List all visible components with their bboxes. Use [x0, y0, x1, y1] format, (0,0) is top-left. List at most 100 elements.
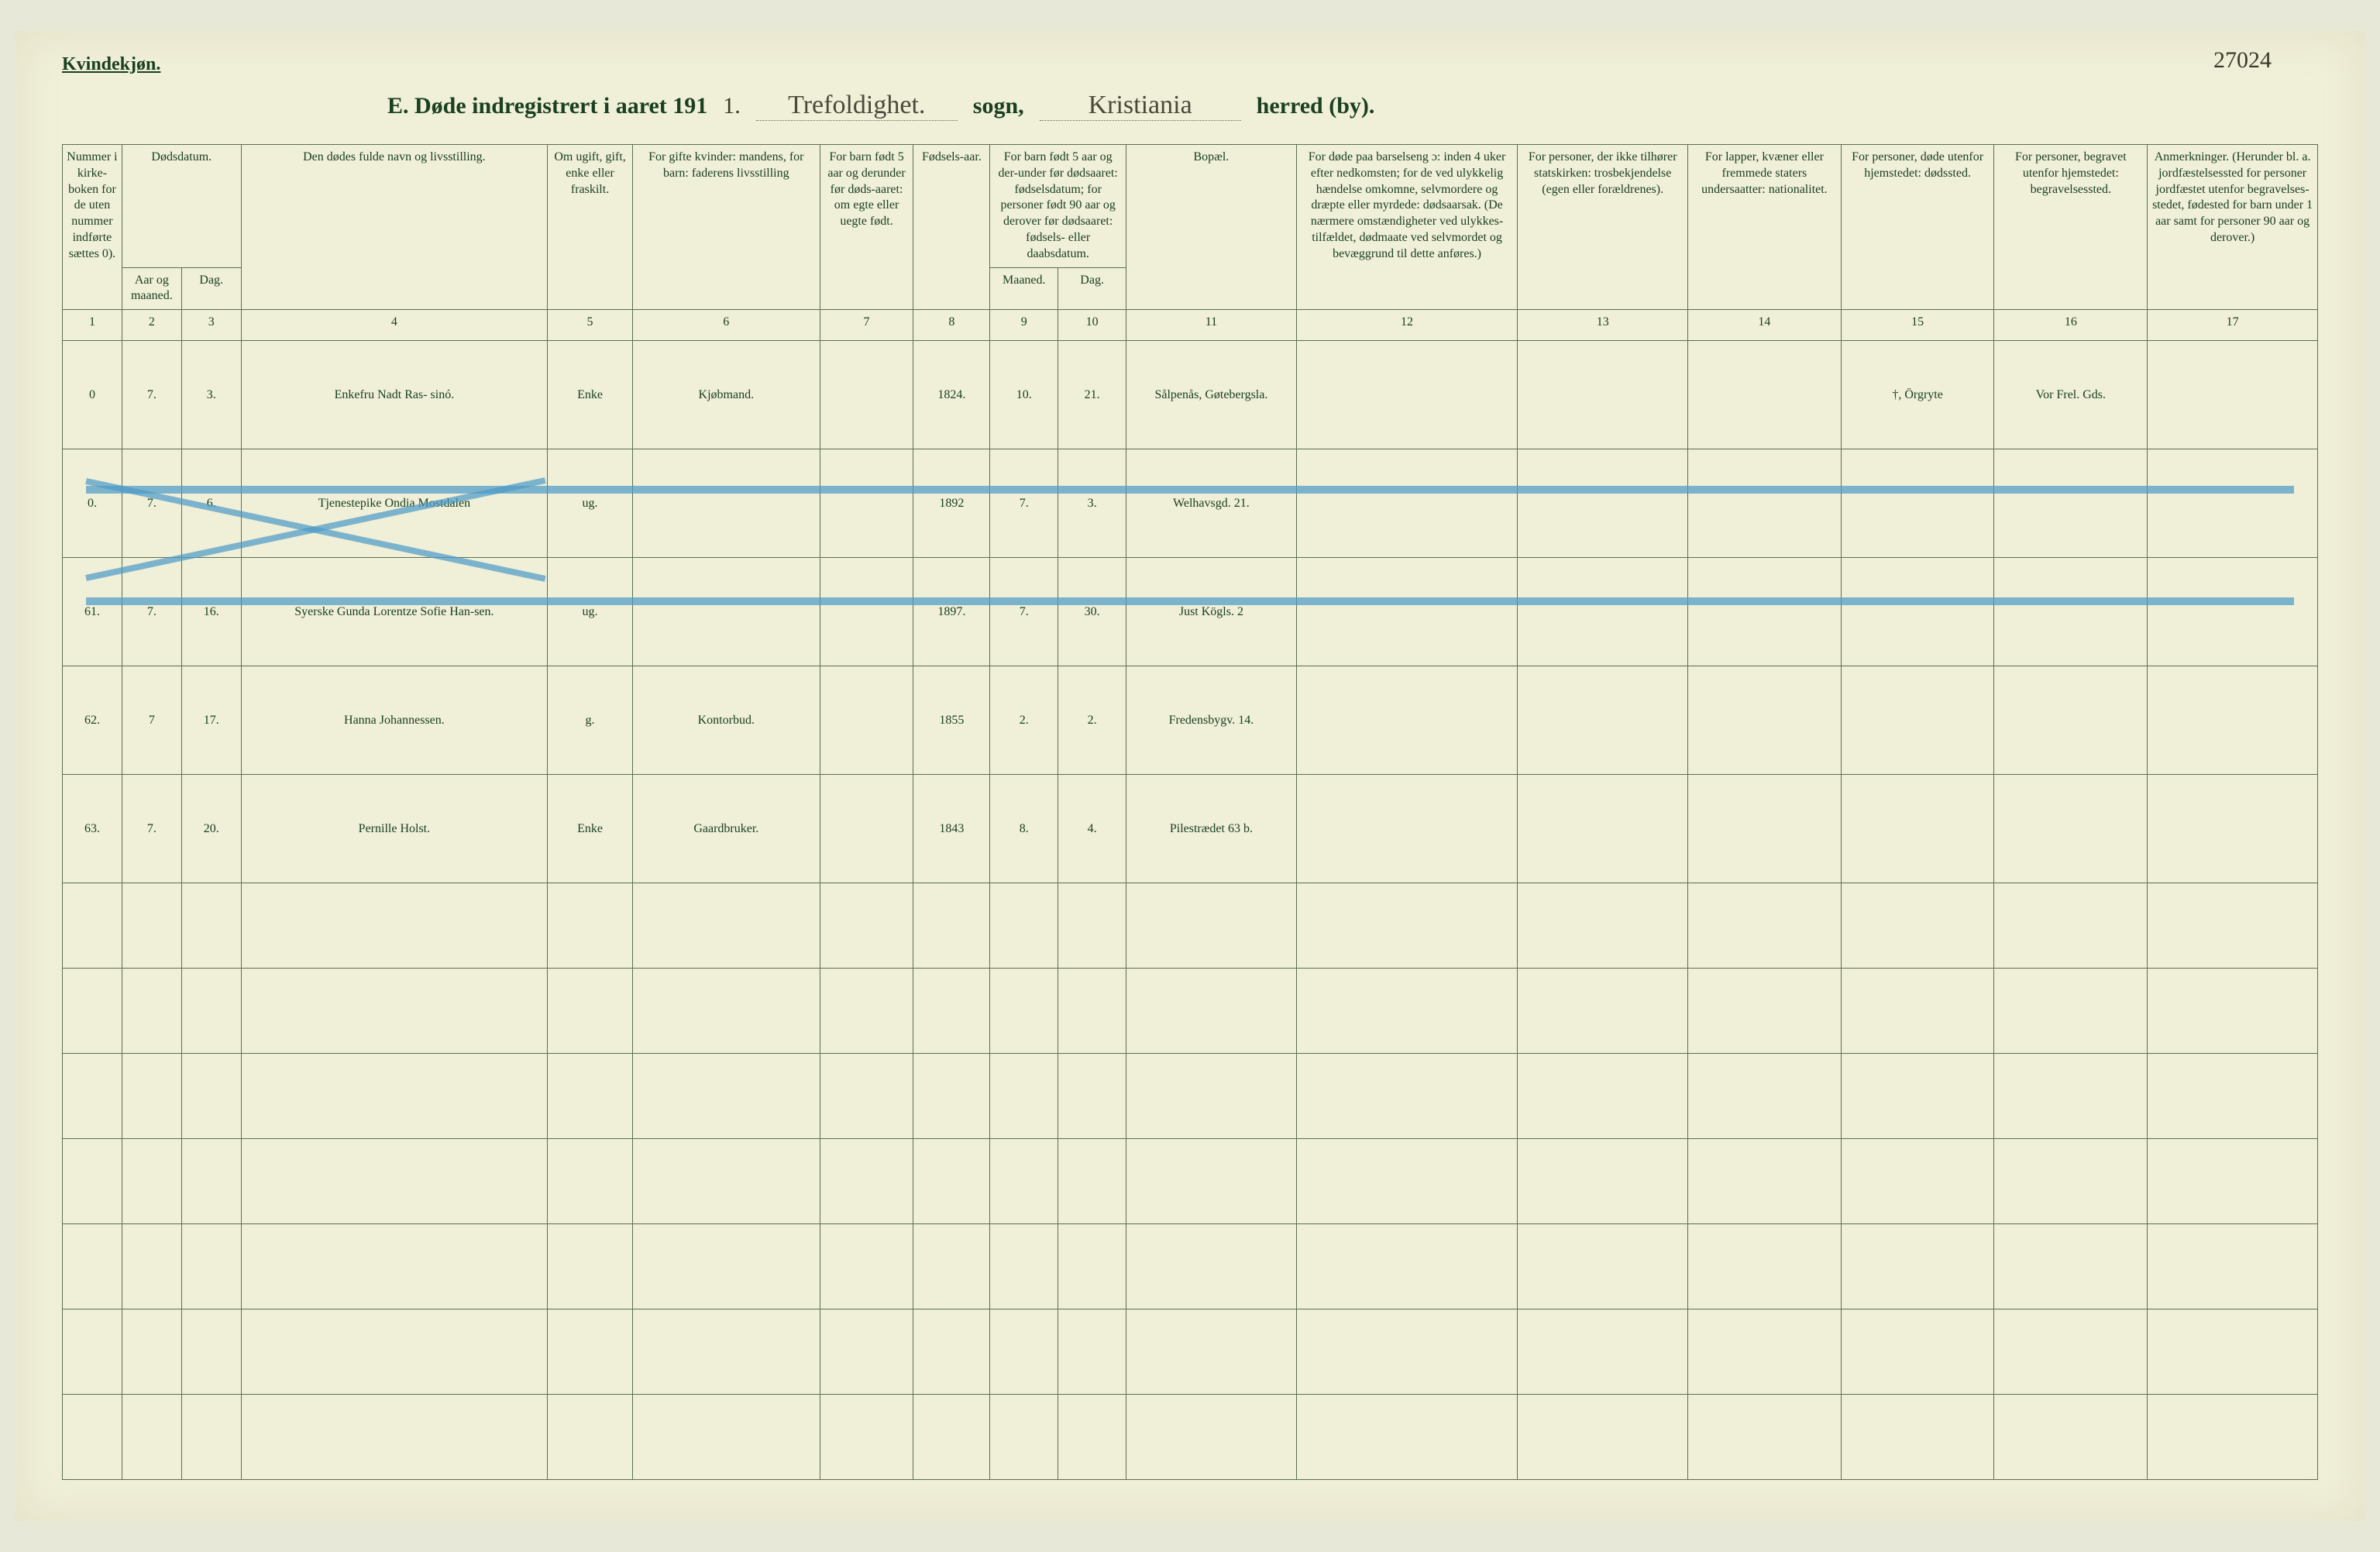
empty-cell	[2148, 1054, 2318, 1139]
col-header: Den dødes fulde navn og livsstilling.	[241, 145, 547, 310]
empty-cell	[1841, 1224, 1994, 1309]
cell-c14	[1688, 341, 1842, 449]
title-line: E. Døde indregistrert i aaret 1911. Tref…	[387, 91, 2318, 121]
cell-fm: 8.	[990, 775, 1058, 883]
col-header: Bopæl.	[1126, 145, 1297, 310]
empty-cell	[1126, 1054, 1297, 1139]
empty-cell	[63, 1139, 122, 1224]
cell-c16	[1994, 449, 2148, 558]
cell-fd: 21.	[1058, 341, 1126, 449]
empty-cell	[1688, 883, 1842, 969]
empty-cell	[990, 883, 1058, 969]
table-row-empty	[63, 1224, 2318, 1309]
cell-c15	[1841, 666, 1994, 775]
title-year-suffix: 1.	[723, 92, 741, 120]
empty-cell	[1058, 1139, 1126, 1224]
empty-cell	[913, 1054, 990, 1139]
col-num: 9	[990, 310, 1058, 341]
empty-cell	[548, 1395, 633, 1480]
cell-bopael: Fredensbygv. 14.	[1126, 666, 1297, 775]
cell-c12	[1296, 666, 1518, 775]
death-register-table: Nummer i kirke-boken for de uten nummer …	[62, 144, 2318, 1480]
cell-bopael: Welhavsgd. 21.	[1126, 449, 1297, 558]
col-header: For barn født 5 aar og derunder før døds…	[820, 145, 913, 310]
cell-c17	[2148, 666, 2318, 775]
empty-cell	[1841, 1139, 1994, 1224]
herred-field: Kristiania	[1040, 91, 1241, 121]
cell-bopael: Just Kögls. 2	[1126, 558, 1297, 666]
table-row-empty	[63, 1054, 2318, 1139]
empty-cell	[181, 1309, 241, 1395]
cell-c13	[1518, 341, 1688, 449]
empty-cell	[1518, 1224, 1688, 1309]
cell-c15	[1841, 449, 1994, 558]
empty-cell	[181, 1395, 241, 1480]
cell-faar: 1843	[913, 775, 990, 883]
empty-cell	[1518, 883, 1688, 969]
table-row-empty	[63, 1139, 2318, 1224]
col-num: 1	[63, 310, 122, 341]
cell-mandens: Gaardbruker.	[632, 775, 820, 883]
cell-egte	[820, 449, 913, 558]
col-num: 14	[1688, 310, 1842, 341]
empty-cell	[2148, 1309, 2318, 1395]
empty-cell	[181, 969, 241, 1054]
cell-navn: Syerske Gunda Lorentze Sofie Han-sen.	[241, 558, 547, 666]
empty-cell	[1994, 883, 2148, 969]
cell-num: 0.	[63, 449, 122, 558]
empty-cell	[632, 1395, 820, 1480]
empty-cell	[1126, 1395, 1297, 1480]
empty-cell	[122, 883, 181, 969]
cell-egte	[820, 558, 913, 666]
col-num: 6	[632, 310, 820, 341]
empty-cell	[122, 1054, 181, 1139]
col-header: Dag.	[181, 267, 241, 310]
empty-cell	[632, 1224, 820, 1309]
cell-c16	[1994, 666, 2148, 775]
cell-stand: g.	[548, 666, 633, 775]
cell-c17	[2148, 449, 2318, 558]
col-header: For personer, begravet utenfor hjemstede…	[1994, 145, 2148, 310]
empty-cell	[1296, 1054, 1518, 1139]
cell-c14	[1688, 558, 1842, 666]
col-num: 8	[913, 310, 990, 341]
empty-cell	[1296, 969, 1518, 1054]
table-row: 0.7.6.Tjenestepike Ondia Mostdalenug.189…	[63, 449, 2318, 558]
empty-cell	[820, 969, 913, 1054]
cell-c12	[1296, 775, 1518, 883]
empty-cell	[820, 883, 913, 969]
cell-dag: 17.	[181, 666, 241, 775]
col-header: Nummer i kirke-boken for de uten nummer …	[63, 145, 122, 310]
cell-stand: ug.	[548, 449, 633, 558]
empty-cell	[63, 1224, 122, 1309]
col-num: 2	[122, 310, 181, 341]
empty-cell	[63, 969, 122, 1054]
cell-num: 0	[63, 341, 122, 449]
empty-cell	[1058, 969, 1126, 1054]
cell-c13	[1518, 666, 1688, 775]
empty-cell	[990, 1309, 1058, 1395]
empty-cell	[241, 1395, 547, 1480]
cell-dag: 20.	[181, 775, 241, 883]
col-num: 4	[241, 310, 547, 341]
empty-cell	[1518, 969, 1688, 1054]
empty-cell	[820, 1139, 913, 1224]
cell-c13	[1518, 775, 1688, 883]
empty-cell	[122, 1309, 181, 1395]
table-row-empty	[63, 1395, 2318, 1480]
col-num: 12	[1296, 310, 1518, 341]
empty-cell	[1841, 1309, 1994, 1395]
empty-cell	[1688, 1309, 1842, 1395]
empty-cell	[1841, 1395, 1994, 1480]
empty-cell	[548, 969, 633, 1054]
empty-cell	[1058, 1054, 1126, 1139]
register-page: Kvindekjøn. 27024 E. Døde indregistrert …	[15, 31, 2365, 1521]
empty-cell	[1058, 1395, 1126, 1480]
cell-navn: Enkefru Nadt Ras- sinó.	[241, 341, 547, 449]
empty-cell	[632, 1309, 820, 1395]
empty-cell	[1994, 969, 2148, 1054]
cell-faar: 1824.	[913, 341, 990, 449]
col-num: 7	[820, 310, 913, 341]
cell-c12	[1296, 558, 1518, 666]
empty-cell	[241, 1054, 547, 1139]
